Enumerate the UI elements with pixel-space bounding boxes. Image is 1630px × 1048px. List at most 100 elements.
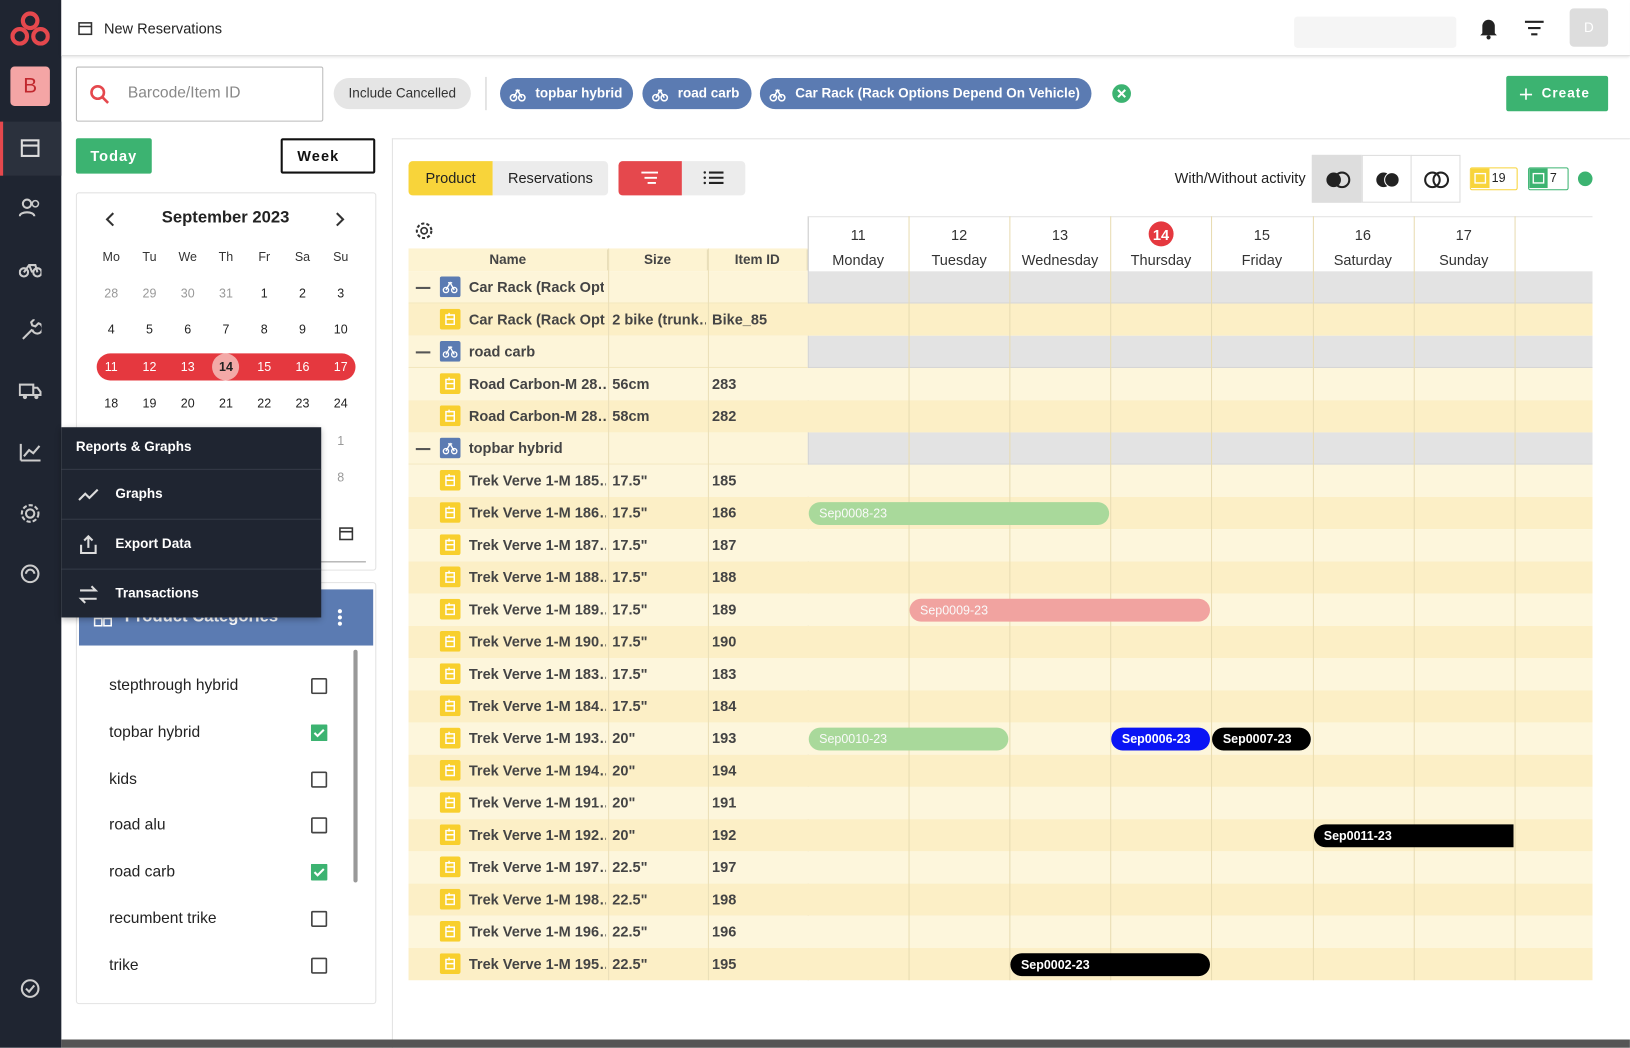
calendar-day[interactable]: 17: [333, 359, 348, 375]
include-cancelled[interactable]: Include Cancelled: [333, 77, 471, 110]
nav-icon[interactable]: [19, 502, 42, 525]
tab[interactable]: Reservations: [492, 161, 609, 196]
prev-month[interactable]: [104, 211, 116, 228]
booking-bar[interactable]: Sep0009-23: [909, 598, 1211, 622]
calendar-day[interactable]: 19: [142, 396, 157, 411]
menu-item[interactable]: Transactions: [61, 570, 321, 618]
calendar-day[interactable]: 3: [337, 285, 345, 301]
calendar-day[interactable]: 11: [104, 359, 118, 375]
nav-icon[interactable]: [18, 379, 42, 402]
booking-bar[interactable]: Sep0008-23: [808, 502, 1110, 525]
checkbox[interactable]: [310, 724, 328, 741]
booking-bar[interactable]: Sep0010-23: [808, 727, 1009, 751]
menu-label[interactable]: Transactions: [115, 585, 199, 601]
calendar-day[interactable]: 18: [104, 396, 119, 411]
booking-label[interactable]: Sep0002-23: [1020, 957, 1090, 972]
count-badge[interactable]: 7: [1528, 167, 1569, 191]
nav-icon[interactable]: [19, 319, 42, 342]
brand-badge[interactable]: B: [10, 66, 50, 107]
checkbox[interactable]: [311, 817, 328, 834]
activity-toggle[interactable]: [1361, 154, 1412, 203]
item-id: 198: [712, 890, 737, 908]
icon-part: [439, 276, 461, 298]
calendar-day[interactable]: 7: [222, 322, 230, 338]
today-button[interactable]: Today: [75, 138, 152, 174]
icon-part: [420, 226, 429, 235]
kebab[interactable]: [337, 608, 343, 627]
nav-icon[interactable]: [19, 977, 42, 1000]
calendar-day[interactable]: 31: [219, 285, 233, 301]
checkbox[interactable]: [310, 864, 328, 881]
calendar-day[interactable]: 15: [257, 359, 272, 375]
list-view[interactable]: [681, 161, 746, 196]
booking-label[interactable]: Sep0007-23: [1222, 731, 1292, 747]
calendar-day[interactable]: 14: [219, 359, 233, 375]
booking-bar[interactable]: Sep0011-23: [1313, 824, 1514, 848]
booking-label[interactable]: Sep0011-23: [1323, 828, 1392, 844]
calendar-day[interactable]: 28: [104, 285, 119, 301]
calendar-day[interactable]: 4: [107, 322, 115, 338]
create-button[interactable]: Create: [1506, 75, 1609, 112]
filter-chip[interactable]: road carb: [642, 77, 752, 110]
menu-label[interactable]: Export Data: [115, 535, 192, 551]
search-box[interactable]: [75, 66, 324, 122]
view-select[interactable]: Week: [280, 138, 376, 174]
filter-chip[interactable]: topbar hybrid: [499, 77, 634, 110]
calendar-day[interactable]: 20: [180, 396, 195, 411]
date-input-icon[interactable]: [338, 525, 355, 542]
calendar-day[interactable]: 8: [337, 469, 345, 485]
nav-icon[interactable]: [18, 258, 42, 281]
calendar-day[interactable]: 1: [260, 285, 268, 301]
calendar-day[interactable]: 9: [299, 322, 306, 338]
tab[interactable]: Product: [408, 161, 493, 196]
activity-toggle[interactable]: [1311, 154, 1362, 203]
calendar-day[interactable]: 13: [180, 359, 195, 375]
calendar-day[interactable]: 12: [142, 359, 157, 375]
nav-icon[interactable]: [18, 196, 42, 219]
bell-icon[interactable]: [1478, 17, 1499, 40]
calendar-day[interactable]: 21: [219, 396, 233, 411]
calendar-day[interactable]: 30: [180, 285, 195, 301]
booking-bar[interactable]: Sep0007-23: [1212, 727, 1312, 751]
booking-label[interactable]: Sep0009-23: [920, 602, 989, 618]
calendar-day[interactable]: 6: [184, 322, 192, 338]
checkbox[interactable]: [311, 677, 328, 695]
timeline-view[interactable]: [618, 161, 682, 196]
checkbox[interactable]: [311, 910, 328, 928]
calendar-day[interactable]: 24: [333, 396, 348, 411]
activity-toggle[interactable]: [1410, 154, 1461, 203]
item-size: 20": [612, 729, 636, 747]
icon-part: [336, 212, 345, 227]
calendar-day[interactable]: 8: [260, 322, 268, 338]
nav-icon[interactable]: [19, 562, 42, 585]
checkbox[interactable]: [311, 771, 328, 788]
clear-filters[interactable]: [1111, 83, 1132, 104]
grid-settings[interactable]: [415, 221, 434, 240]
icon-part: [439, 437, 461, 459]
menu-item[interactable]: Graphs: [61, 470, 321, 519]
next-month[interactable]: [334, 211, 346, 228]
checkbox[interactable]: [311, 957, 328, 974]
booking-bar[interactable]: Sep0002-23: [1010, 953, 1211, 977]
calendar-day[interactable]: 23: [295, 396, 310, 411]
calendar-day[interactable]: 5: [146, 322, 153, 338]
menu-item[interactable]: Export Data: [61, 520, 321, 569]
calendar-day[interactable]: 22: [257, 396, 272, 411]
nav-icon[interactable]: [19, 136, 42, 159]
filter-icon[interactable]: [1524, 19, 1545, 38]
booking-label[interactable]: Sep0006-23: [1121, 731, 1191, 747]
booking-label[interactable]: Sep0008-23: [819, 506, 888, 521]
count-badge[interactable]: 19: [1469, 167, 1518, 191]
avatar[interactable]: D: [1569, 8, 1609, 47]
menu-label[interactable]: Graphs: [115, 485, 163, 502]
calendar-day[interactable]: 29: [142, 285, 157, 301]
calendar-day[interactable]: 1: [337, 433, 345, 448]
booking-bar[interactable]: Sep0006-23: [1111, 727, 1211, 751]
calendar-day[interactable]: 10: [333, 322, 348, 338]
column-header: Item ID: [708, 249, 808, 271]
booking-label[interactable]: Sep0010-23: [819, 731, 888, 747]
filter-chip[interactable]: Car Rack (Rack Options Depend On Vehicle…: [759, 77, 1092, 110]
calendar-day[interactable]: 2: [299, 285, 306, 301]
nav-icon[interactable]: [19, 441, 42, 464]
calendar-day[interactable]: 16: [295, 359, 310, 375]
